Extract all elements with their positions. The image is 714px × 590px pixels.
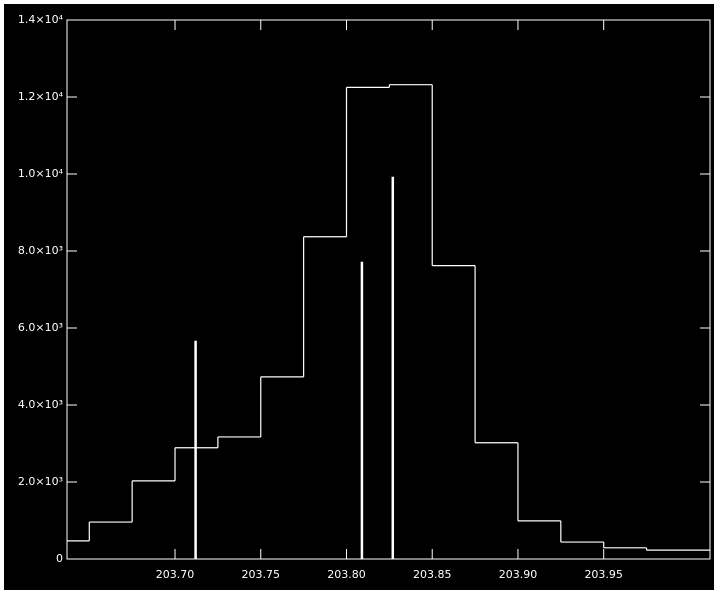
y-tick-label: 6.0×10³: [18, 321, 63, 334]
y-tick-label: 2.0×10³: [18, 475, 63, 488]
y-tick-label: 1.4×10⁴: [18, 13, 64, 26]
x-tick-label: 203.75: [242, 568, 281, 581]
y-tick-label: 4.0×10³: [18, 398, 63, 411]
x-tick-label: 203.80: [327, 568, 366, 581]
x-tick-label: 203.95: [584, 568, 623, 581]
x-tick-label: 203.70: [156, 568, 195, 581]
plot-frame: [66, 19, 711, 560]
x-tick-label: 203.90: [499, 568, 538, 581]
y-tick-label: 0: [56, 552, 63, 565]
y-tick-label: 1.2×10⁴: [18, 90, 64, 103]
y-tick-label: 1.0×10⁴: [18, 167, 64, 180]
background: [4, 4, 714, 590]
y-tick-label: 8.0×10³: [18, 244, 63, 257]
x-tick-label: 203.85: [413, 568, 452, 581]
